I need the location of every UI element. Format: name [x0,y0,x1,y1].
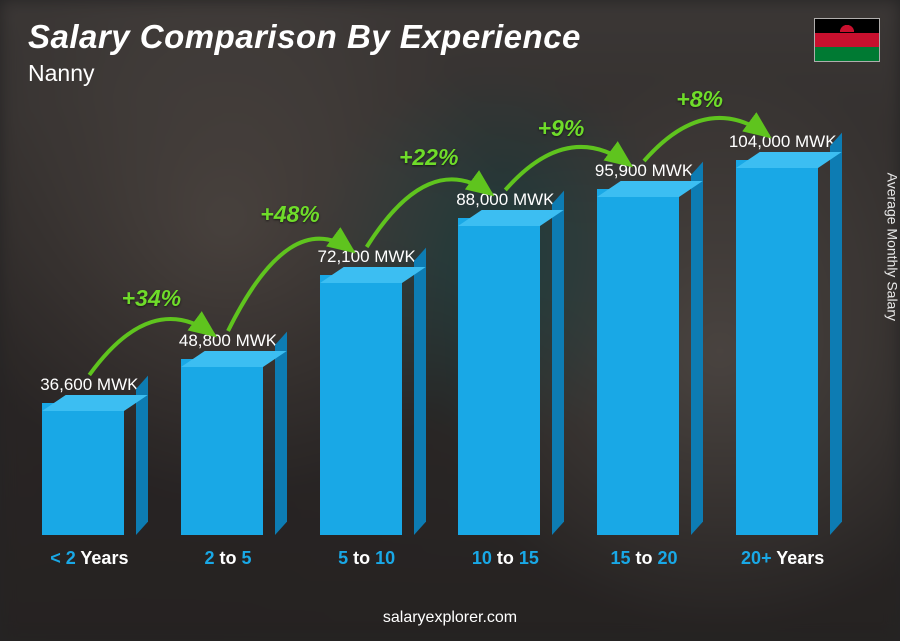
x-axis-label: 15 to 20 [575,548,714,569]
bar [736,160,830,535]
pct-change-label: +48% [260,201,319,228]
bar [42,403,136,535]
bar [181,359,275,535]
bar-value-label: 72,100 MWK [318,247,416,267]
pct-change-label: +34% [122,285,181,312]
bar-value-label: 95,900 MWK [595,161,693,181]
bar-slot: 95,900 MWK [575,120,714,535]
flag-icon [814,18,880,62]
x-axis-label: < 2 Years [20,548,159,569]
x-axis-label: 10 to 15 [436,548,575,569]
x-axis-label: 20+ Years [713,548,852,569]
footer-credit: salaryexplorer.com [0,609,900,627]
x-axis-label: 5 to 10 [297,548,436,569]
header: Salary Comparison By Experience Nanny [28,18,880,87]
bar [458,218,552,535]
title-block: Salary Comparison By Experience Nanny [28,18,581,87]
y-axis-label: Average Monthly Salary [884,172,900,320]
pct-change-label: +22% [399,144,458,171]
bar-slot: 104,000 MWK [713,120,852,535]
x-axis-label: 2 to 5 [159,548,298,569]
bar-value-label: 104,000 MWK [729,132,837,152]
bar-chart: 36,600 MWK 48,800 MWK 72,100 MWK 88,000 … [20,120,852,569]
page-title: Salary Comparison By Experience [28,18,581,56]
bar [597,189,691,535]
page-subtitle: Nanny [28,60,581,87]
pct-change-label: +8% [676,86,723,113]
arcs-overlay [20,120,320,270]
x-labels: < 2 Years2 to 55 to 1010 to 1515 to 2020… [20,548,852,569]
bar [320,275,414,535]
bar-value-label: 48,800 MWK [179,331,277,351]
bar-slot: 88,000 MWK [436,120,575,535]
bar-value-label: 36,600 MWK [40,375,138,395]
pct-change-label: +9% [538,115,585,142]
bar-value-label: 88,000 MWK [456,190,554,210]
